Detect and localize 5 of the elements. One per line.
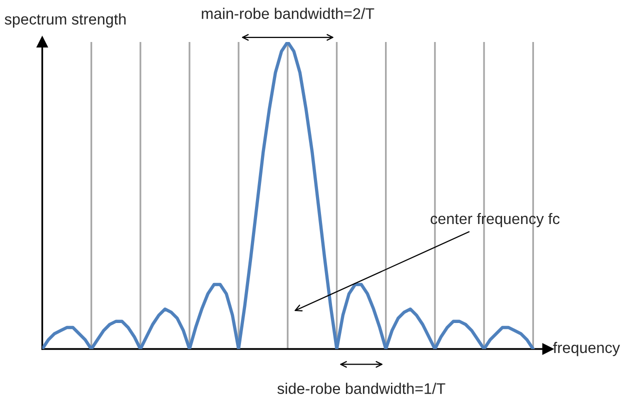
x-axis-title: frequency xyxy=(553,342,620,356)
annotation: center frequency fc xyxy=(430,212,560,228)
text: main-robe bandwidth=2/T xyxy=(202,8,374,20)
y-axis-title: spectrum strength xyxy=(4,13,126,28)
text: side-robe bandwidth=1/T xyxy=(277,382,446,394)
